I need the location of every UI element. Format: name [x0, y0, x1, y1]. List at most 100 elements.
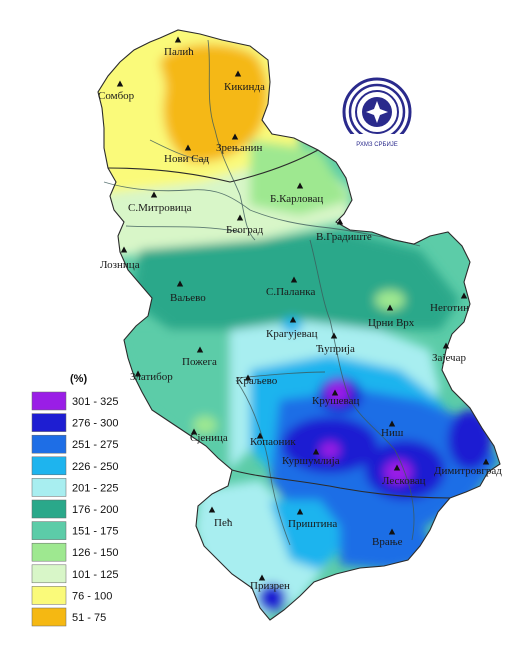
legend-label: 126 - 150: [72, 547, 118, 559]
city-label: Краљево: [236, 375, 278, 387]
city-label: Београд: [226, 224, 264, 236]
city-label: Златибор: [130, 371, 173, 383]
city-label: С.Митровица: [128, 202, 192, 214]
legend-swatch: [31, 521, 67, 540]
station-marker-icon: [116, 80, 124, 87]
rivers: [103, 39, 421, 546]
city-palic: Палић: [164, 36, 194, 58]
station-marker-icon: [236, 214, 244, 221]
city-b-karlovac: Б.Карловац: [270, 182, 323, 205]
city-label: Лозница: [100, 259, 140, 271]
city-nis: Ниш: [381, 420, 404, 439]
city-label: Сјеница: [190, 432, 228, 444]
city-label: Ћуприја: [316, 343, 355, 355]
city-label: Ниш: [381, 427, 404, 439]
legend: (%) 301 - 325 276 - 300 251 - 275 226 - 250…: [31, 373, 118, 627]
city-label: Куршумлија: [282, 455, 340, 467]
legend-items: 301 - 325 276 - 300 251 - 275 226 - 250 201 …: [31, 391, 118, 627]
logo-caption: РХМЗ СРБИЈЕ: [356, 142, 398, 148]
city-novi-sad: Нови Сад: [164, 144, 209, 165]
city-crni-vrh: Црни Врх: [368, 304, 415, 329]
legend-label: 251 - 275: [72, 439, 118, 451]
city-label: Б.Карловац: [270, 193, 323, 205]
legend-label: 151 - 175: [72, 526, 118, 538]
city-kikinda: Кикинда: [224, 70, 265, 93]
city-leskovac: Лесковац: [382, 464, 426, 487]
city-cuprija: Ћуприја: [316, 332, 355, 355]
city-label: Нови Сад: [164, 153, 209, 165]
legend-swatch: [31, 607, 67, 627]
city-kopaonik: Копаоник: [250, 432, 296, 448]
city-pozega: Пожега: [182, 346, 217, 368]
legend-label: 51 - 75: [72, 612, 106, 624]
city-label: Зајечар: [432, 352, 466, 364]
city-dimitrovgrad: Димитровград: [434, 458, 502, 477]
city-krusevac: Крушевац: [312, 389, 359, 407]
station-marker-icon: [184, 144, 192, 151]
station-marker-icon: [386, 304, 394, 311]
city-loznica: Лозница: [100, 246, 140, 271]
station-marker-icon: [174, 36, 182, 43]
city-pristina: Приштина: [288, 508, 337, 530]
station-marker-icon: [120, 246, 128, 253]
city-negotin: Неготин: [430, 292, 469, 314]
legend-label: 176 - 200: [72, 504, 118, 516]
station-marker-icon: [150, 191, 158, 198]
station-marker-icon: [244, 374, 252, 381]
city-label: Лесковац: [382, 475, 426, 487]
station-marker-icon: [176, 280, 184, 287]
city-label: Крагујевац: [266, 328, 318, 340]
city-label: Крушевац: [312, 395, 359, 407]
city-label: С.Паланка: [266, 286, 315, 298]
legend-swatch: [31, 456, 67, 476]
city-kragujevac: Крагујевац: [266, 316, 318, 340]
station-marker-icon: [336, 218, 344, 225]
city-label: Призрен: [250, 580, 290, 592]
city-label: Неготин: [430, 302, 469, 314]
legend-swatch: [31, 586, 67, 605]
city-label: Ваљево: [170, 292, 206, 304]
city-label: Сомбор: [98, 90, 135, 102]
city-label: В.Градиште: [316, 231, 372, 243]
station-marker-icon: [331, 389, 339, 396]
city-label: Димитровград: [434, 465, 502, 477]
station-marker-icon: [231, 133, 239, 140]
station-marker-icon: [482, 458, 490, 465]
city-label: Пећ: [214, 517, 233, 529]
city-label: Копаоник: [250, 436, 296, 448]
legend-title: (%): [70, 373, 87, 385]
city-label: Палић: [164, 46, 194, 58]
legend-swatch: [31, 413, 67, 432]
logo-ring-inner: [355, 90, 399, 134]
legend-label: 301 - 325: [72, 396, 118, 408]
legend-swatch: [31, 542, 67, 562]
station-marker-icon: [330, 332, 338, 339]
city-vranje: Врање: [372, 528, 403, 548]
station-marker-icon: [290, 276, 298, 283]
city-s-palanka: С.Паланка: [266, 276, 315, 298]
rhmz-logo: РХМЗ СРБИЈЕ: [337, 77, 417, 149]
logo-star-icon: [366, 101, 388, 123]
legend-label: 201 - 225: [72, 482, 118, 494]
city-label: Црни Врх: [368, 317, 415, 329]
station-marker-icon: [208, 506, 216, 513]
city-v-gradiste: В.Градиште: [316, 218, 372, 243]
legend-swatch: [31, 391, 67, 411]
legend-swatch: [31, 478, 67, 497]
legend-label: 226 - 250: [72, 461, 118, 473]
station-marker-icon: [196, 346, 204, 353]
city-layer: Палић Сомбор Кикинда Зрењанин Нови Сад С.Митр…: [98, 36, 502, 592]
legend-label: 276 - 300: [72, 418, 118, 430]
city-label: Зрењанин: [216, 142, 263, 154]
legend-swatch: [31, 564, 67, 584]
station-marker-icon: [234, 70, 242, 77]
city-pec: Пећ: [208, 506, 233, 529]
legend-swatch: [31, 499, 67, 519]
station-marker-icon: [460, 292, 468, 299]
station-marker-icon: [388, 528, 396, 535]
city-label: Кикинда: [224, 81, 265, 93]
city-zlatibor: Златибор: [130, 370, 173, 383]
station-marker-icon: [296, 182, 304, 189]
city-valjevo: Ваљево: [170, 280, 206, 304]
